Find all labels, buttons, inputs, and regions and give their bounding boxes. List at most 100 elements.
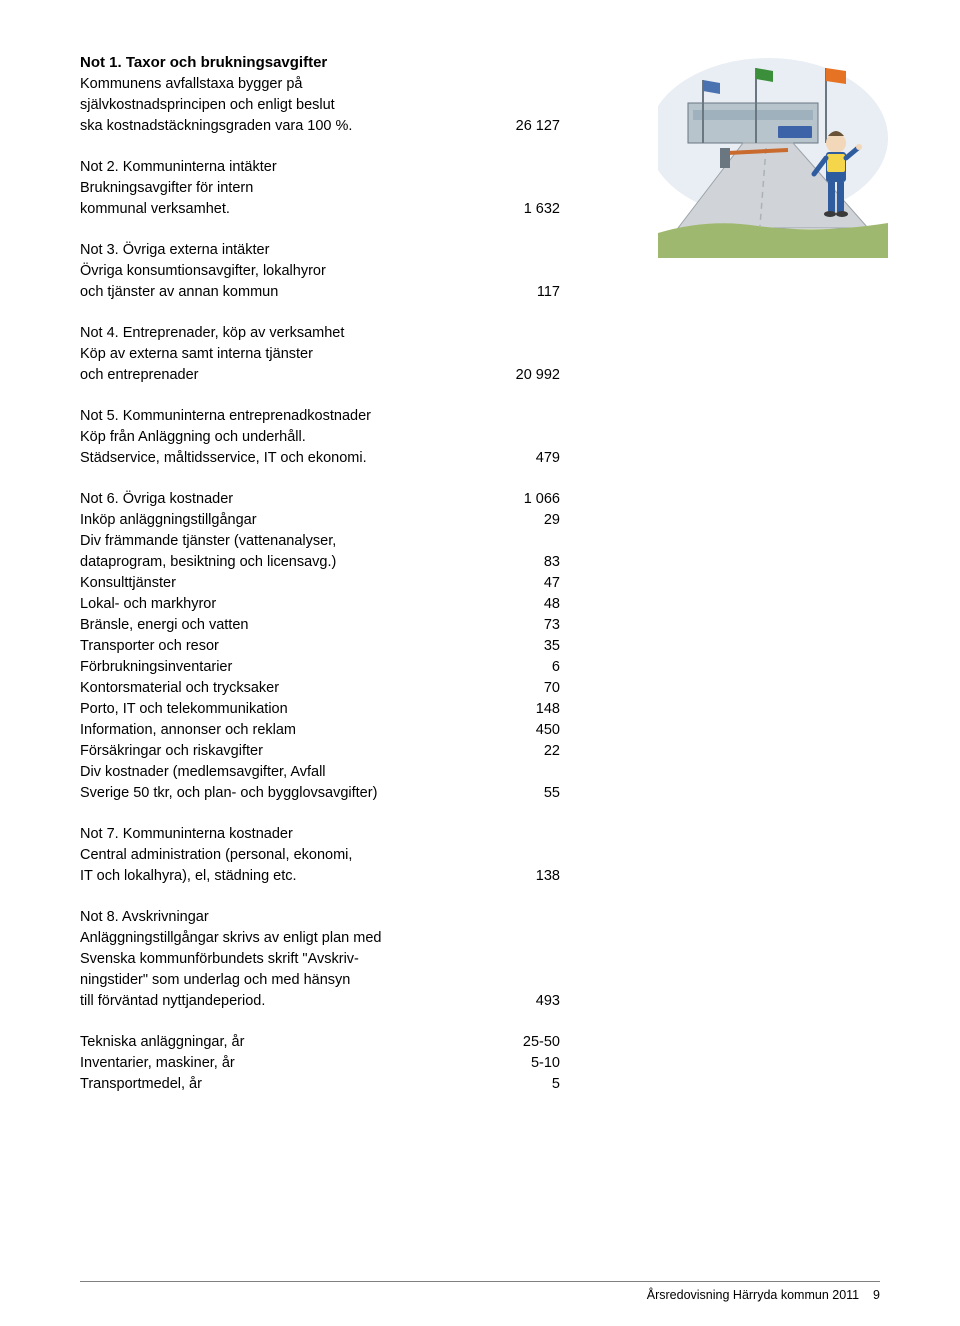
note-3-title: Not 3. Övriga externa intäkter [80, 240, 560, 261]
note-6-row-label: Bränsle, energi och vatten [80, 615, 490, 636]
note-6-row-value: 22 [490, 741, 560, 762]
note-6-row-value: 450 [490, 720, 560, 741]
note-6-row-value: 6 [490, 657, 560, 678]
note-1-value: 26 127 [490, 116, 560, 137]
note-6-row-value: 148 [490, 699, 560, 720]
note-2: Not 2. Kommuninterna intäkter Brukningsa… [80, 157, 560, 220]
note-6-row-label: Div främmande tjänster (vattenanalyser, [80, 531, 490, 552]
note-8-line4: till förväntad nyttjandeperiod. [80, 991, 490, 1012]
note-8-title: Not 8. Avskrivningar [80, 907, 560, 928]
note-5-value: 479 [490, 448, 560, 469]
note-6-row-label: dataprogram, besiktning och licensavg.) [80, 552, 490, 573]
note-6-title: Not 6. Övriga kostnader [80, 489, 490, 510]
note-6-row: Transporter och resor35 [80, 636, 560, 657]
note-3-value: 117 [490, 282, 560, 303]
note-6-row-value [490, 531, 560, 552]
note-4-line2: och entreprenader [80, 365, 490, 386]
note-1-line1: Kommunens avfallstaxa bygger på [80, 74, 560, 95]
note-7-value: 138 [490, 866, 560, 887]
note-8-row: Tekniska anläggningar, år25-50 [80, 1032, 560, 1053]
note-6-row: Konsulttjänster47 [80, 573, 560, 594]
note-6-row: Bränsle, energi och vatten73 [80, 615, 560, 636]
note-6-row-label: Porto, IT och telekommunikation [80, 699, 490, 720]
note-4: Not 4. Entreprenader, köp av verksamhet … [80, 323, 560, 386]
note-8-line1: Anläggningstillgångar skrivs av enligt p… [80, 928, 560, 949]
note-6-row-value: 35 [490, 636, 560, 657]
barrier-post [720, 148, 730, 168]
note-6-row-label: Kontorsmaterial och trycksaker [80, 678, 490, 699]
note-6-row-label: Sverige 50 tkr, och plan- och bygglovsav… [80, 783, 490, 804]
note-8-row: Transportmedel, år5 [80, 1074, 560, 1095]
footer-rule [80, 1281, 880, 1282]
note-2-line1: Brukningsavgifter för intern [80, 178, 560, 199]
note-6-row-label: Försäkringar och riskavgifter [80, 741, 490, 762]
note-6-row: Kontorsmaterial och trycksaker70 [80, 678, 560, 699]
note-8-row-label: Tekniska anläggningar, år [80, 1032, 490, 1053]
note-2-value: 1 632 [490, 199, 560, 220]
note-6-row: Information, annonser och reklam450 [80, 720, 560, 741]
note-6-row: dataprogram, besiktning och licensavg.)8… [80, 552, 560, 573]
note-8-value: 493 [490, 991, 560, 1012]
grass [658, 223, 888, 258]
note-6: Not 6. Övriga kostnader 1 066 Inköp anlä… [80, 489, 560, 804]
note-5: Not 5. Kommuninterna entreprenadkostnade… [80, 406, 560, 469]
note-3-line2: och tjänster av annan kommun [80, 282, 490, 303]
note-2-line2: kommunal verksamhet. [80, 199, 490, 220]
note-6-row-label: Div kostnader (medlemsavgifter, Avfall [80, 762, 490, 783]
note-6-row-label: Information, annonser och reklam [80, 720, 490, 741]
note-6-row: Inköp anläggningstillgångar29 [80, 510, 560, 531]
note-6-row-value: 55 [490, 783, 560, 804]
note-8-row-label: Transportmedel, år [80, 1074, 490, 1095]
note-8-row-value: 5 [490, 1074, 560, 1095]
note-6-row-label: Förbrukningsinventarier [80, 657, 490, 678]
footer-text: Årsredovisning Härryda kommun 2011 [647, 1288, 859, 1302]
note-3-line1: Övriga konsumtionsavgifter, lokalhyror [80, 261, 560, 282]
note-6-title-value: 1 066 [490, 489, 560, 510]
note-4-value: 20 992 [490, 365, 560, 386]
note-6-row-value: 83 [490, 552, 560, 573]
note-8-line3: ningstider" som underlag och med hänsyn [80, 970, 560, 991]
note-8-line2: Svenska kommunförbundets skrift "Avskriv… [80, 949, 560, 970]
footer: Årsredovisning Härryda kommun 2011 9 [647, 1286, 880, 1304]
footer-page-number: 9 [873, 1288, 880, 1302]
note-6-row: Porto, IT och telekommunikation148 [80, 699, 560, 720]
note-4-line1: Köp av externa samt interna tjänster [80, 344, 560, 365]
note-1-title: Not 1. Taxor och brukningsavgifter [80, 52, 560, 74]
note-2-title: Not 2. Kommuninterna intäkter [80, 157, 560, 178]
building-windows [693, 110, 813, 120]
note-6-row-label: Konsulttjänster [80, 573, 490, 594]
note-1-line3: ska kostnadstäckningsgraden vara 100 %. [80, 116, 490, 137]
note-6-row: Div främmande tjänster (vattenanalyser, [80, 531, 560, 552]
note-6-row-value: 70 [490, 678, 560, 699]
note-4-title: Not 4. Entreprenader, köp av verksamhet [80, 323, 560, 344]
note-7-line1: Central administration (personal, ekonom… [80, 845, 560, 866]
note-8-row: Inventarier, maskiner, år5-10 [80, 1053, 560, 1074]
note-1-line2: självkostnadsprincipen och enligt beslut [80, 95, 560, 116]
note-6-row-value: 73 [490, 615, 560, 636]
note-6-row: Div kostnader (medlemsavgifter, Avfall [80, 762, 560, 783]
note-5-title: Not 5. Kommuninterna entreprenadkostnade… [80, 406, 560, 427]
station-sign [778, 126, 812, 138]
note-8-row-value: 25-50 [490, 1032, 560, 1053]
note-1: Not 1. Taxor och brukningsavgifter Kommu… [80, 52, 560, 137]
note-7-title: Not 7. Kommuninterna kostnader [80, 824, 560, 845]
recycling-station-illustration [658, 48, 888, 258]
note-6-row-value: 47 [490, 573, 560, 594]
note-7-line2: IT och lokalhyra), el, städning etc. [80, 866, 490, 887]
note-8-row-value: 5-10 [490, 1053, 560, 1074]
note-7: Not 7. Kommuninterna kostnader Central a… [80, 824, 560, 887]
note-3: Not 3. Övriga externa intäkter Övriga ko… [80, 240, 560, 303]
note-6-row-value [490, 762, 560, 783]
note-6-row: Lokal- och markhyror48 [80, 594, 560, 615]
note-6-row-label: Inköp anläggningstillgångar [80, 510, 490, 531]
note-6-row: Sverige 50 tkr, och plan- och bygglovsav… [80, 783, 560, 804]
note-5-line2: Städservice, måltidsservice, IT och ekon… [80, 448, 490, 469]
note-8-table: Tekniska anläggningar, år25-50Inventarie… [80, 1032, 560, 1095]
note-6-row: Förbrukningsinventarier6 [80, 657, 560, 678]
note-6-row-label: Lokal- och markhyror [80, 594, 490, 615]
note-6-row-value: 29 [490, 510, 560, 531]
note-6-row: Försäkringar och riskavgifter22 [80, 741, 560, 762]
note-8: Not 8. Avskrivningar Anläggningstillgång… [80, 907, 560, 1012]
note-8-row-label: Inventarier, maskiner, år [80, 1053, 490, 1074]
note-6-row-value: 48 [490, 594, 560, 615]
